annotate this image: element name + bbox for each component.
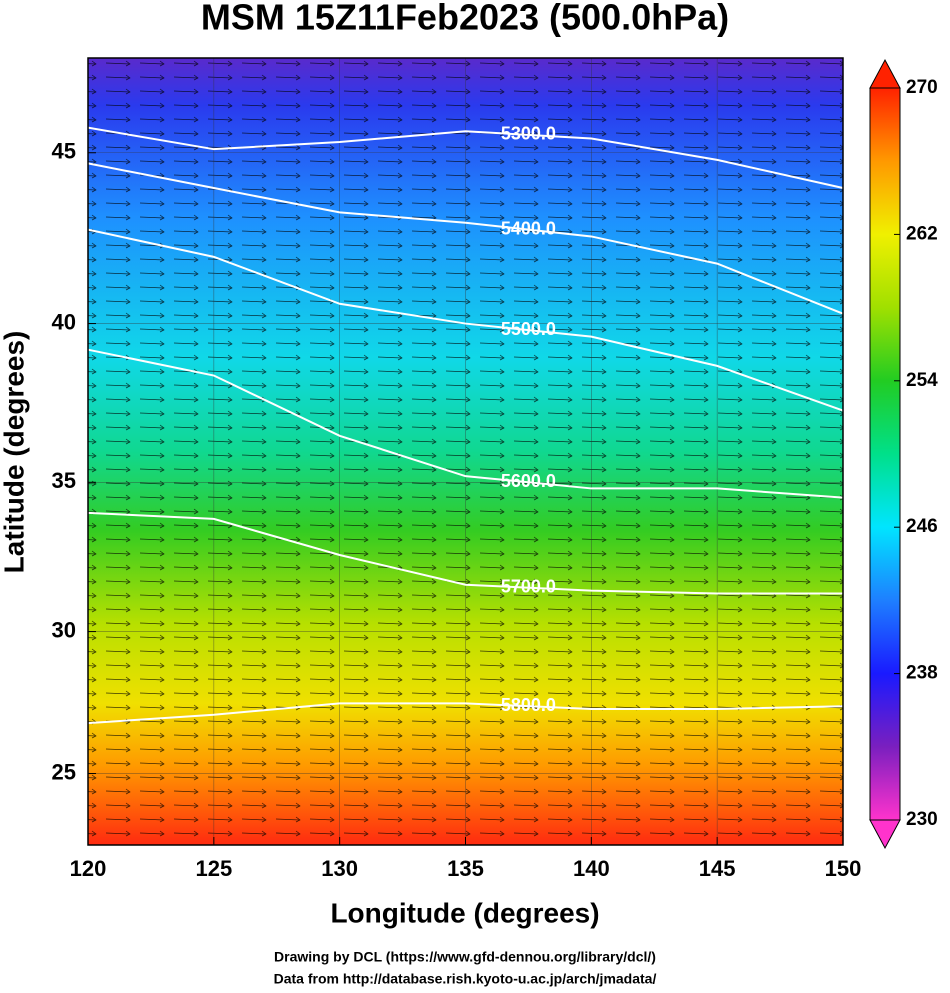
y-tick-label: 35 bbox=[52, 468, 76, 493]
x-tick-label: 140 bbox=[573, 856, 610, 881]
contour-label: 5700.0 bbox=[501, 576, 556, 596]
y-tick-label: 40 bbox=[52, 309, 76, 334]
contour-line bbox=[87, 702, 844, 725]
credit: Data from http://database.rish.kyoto-u.a… bbox=[274, 971, 657, 987]
contour-line bbox=[87, 228, 844, 412]
colorbar-tick-label: 262 bbox=[906, 223, 938, 244]
y-tick-label: 25 bbox=[52, 759, 76, 784]
x-tick-label: 150 bbox=[825, 856, 862, 881]
colorbar bbox=[869, 87, 901, 821]
colorbar-tick-label: 270 bbox=[906, 77, 938, 98]
x-tick-label: 135 bbox=[447, 856, 484, 881]
contour-label: 5400.0 bbox=[501, 218, 556, 238]
y-tick-label: 30 bbox=[52, 617, 76, 642]
chart-title: MSM 15Z11Feb2023 (500.0hPa) bbox=[201, 0, 729, 38]
contour-label: 5300.0 bbox=[501, 124, 556, 144]
contour-line bbox=[87, 162, 844, 315]
colorbar-tick-label: 238 bbox=[906, 663, 938, 684]
contour-line bbox=[87, 126, 844, 190]
colorbar-tick-label: 246 bbox=[906, 516, 938, 537]
y-axis-label: Latitude (degrees) bbox=[0, 331, 29, 574]
colorbar-max bbox=[869, 58, 901, 89]
x-axis-label: Longitude (degrees) bbox=[330, 897, 599, 928]
x-tick-label: 120 bbox=[70, 856, 107, 881]
x-tick-label: 145 bbox=[699, 856, 736, 881]
x-tick-label: 125 bbox=[195, 856, 232, 881]
contour-label: 5600.0 bbox=[501, 471, 556, 491]
colorbar-tick-label: 230 bbox=[906, 809, 938, 830]
x-tick-label: 130 bbox=[321, 856, 358, 881]
colorbar-min bbox=[869, 819, 901, 850]
contour-line bbox=[87, 511, 843, 595]
contour-label: 5500.0 bbox=[501, 319, 556, 339]
colorbar-tick-label: 254 bbox=[906, 370, 938, 391]
credit: Drawing by DCL (https://www.gfd-dennou.o… bbox=[274, 949, 656, 965]
contour-label: 5800.0 bbox=[501, 695, 556, 715]
y-tick-label: 45 bbox=[52, 139, 76, 164]
contour-line bbox=[87, 348, 844, 499]
